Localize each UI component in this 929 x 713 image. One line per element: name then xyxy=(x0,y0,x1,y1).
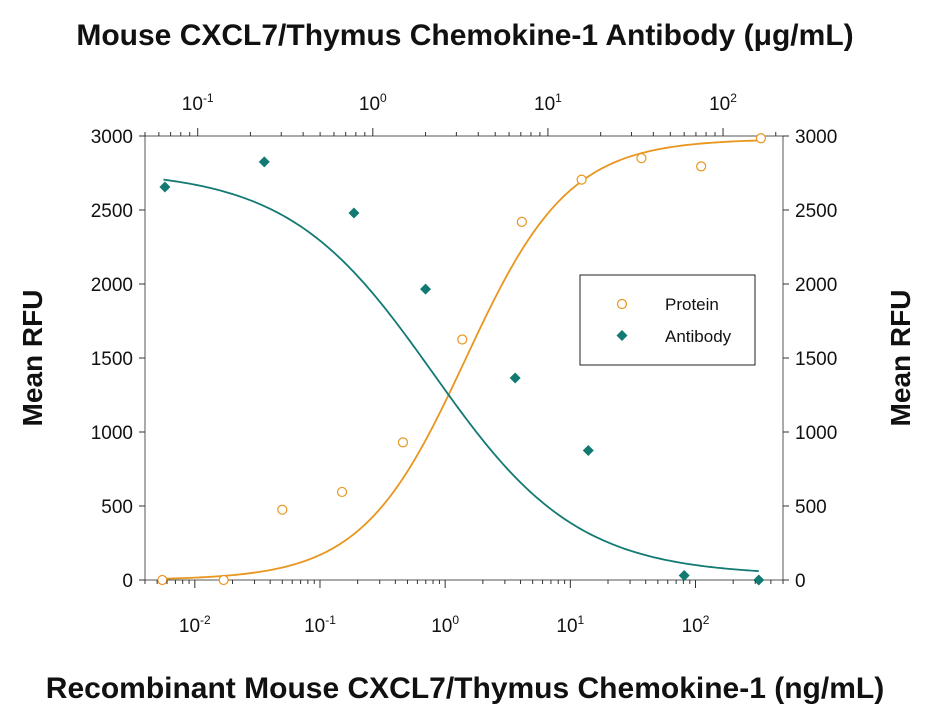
x-bottom-tick-label: 10-2 xyxy=(179,613,211,637)
x-top-tick-label: 10-1 xyxy=(182,91,214,115)
data-point-antibody xyxy=(258,156,270,168)
y-axis-label-right: Mean RFU xyxy=(885,290,916,427)
legend-box xyxy=(579,274,756,366)
x-axis-label: Recombinant Mouse CXCL7/Thymus Chemokine… xyxy=(46,672,884,705)
data-point-protein xyxy=(157,574,168,586)
data-point-protein xyxy=(457,334,468,345)
y-tick-right-label: 500 xyxy=(795,497,827,518)
x-bottom-tick-label: 101 xyxy=(556,613,584,637)
legend: Protein Antibody xyxy=(579,274,756,366)
data-point-protein xyxy=(277,504,288,515)
chart-top-title: Mouse CXCL7/Thymus Chemokine-1 Antibody … xyxy=(76,19,853,52)
x-bottom-tick-label: 102 xyxy=(682,613,710,637)
y-tick-right-label: 2500 xyxy=(795,201,837,222)
data-point-antibody xyxy=(420,283,432,295)
data-point-antibody xyxy=(678,570,690,582)
y-tick-left-label: 500 xyxy=(101,497,133,518)
data-point-antibody xyxy=(753,574,765,586)
data-point-protein xyxy=(576,174,587,185)
x-bottom-tick-label: 10-1 xyxy=(304,613,336,637)
legend-antibody-marker xyxy=(616,330,628,341)
y-tick-left-label: 2500 xyxy=(91,201,133,222)
y-tick-left-label: 3000 xyxy=(91,127,133,148)
data-point-protein xyxy=(516,216,527,227)
y-tick-left-label: 1000 xyxy=(91,423,133,444)
legend-protein-label: Protein xyxy=(665,295,719,314)
y-tick-right-label: 1000 xyxy=(795,423,837,444)
data-point-protein xyxy=(636,153,647,164)
legend-protein-marker xyxy=(616,298,628,310)
data-point-antibody xyxy=(348,207,360,219)
y-tick-left-label: 2000 xyxy=(91,275,133,296)
x-bottom-tick-label: 100 xyxy=(431,613,459,637)
data-point-protein xyxy=(336,486,348,498)
x-top-tick-label: 100 xyxy=(359,91,387,115)
y-tick-right-label: 0 xyxy=(795,571,806,592)
data-point-protein xyxy=(696,161,707,172)
data-points xyxy=(157,133,767,586)
data-point-protein xyxy=(218,574,229,586)
y-tick-left-label: 0 xyxy=(122,571,133,592)
y-tick-right-label: 2000 xyxy=(795,275,837,296)
y-tick-right-label: 3000 xyxy=(795,127,837,148)
y-tick-left-label: 1500 xyxy=(91,349,133,370)
data-point-protein xyxy=(397,437,409,448)
fit-curve-antibody xyxy=(163,178,759,573)
data-point-protein xyxy=(755,133,767,144)
data-point-antibody xyxy=(509,372,521,384)
fit-curves xyxy=(162,139,761,580)
y-tick-right-label: 1500 xyxy=(795,349,837,370)
data-point-antibody xyxy=(159,181,171,193)
legend-antibody-label: Antibody xyxy=(665,327,732,346)
x-top-tick-label: 102 xyxy=(709,91,737,115)
y-axis-label-left: Mean RFU xyxy=(17,290,48,427)
x-top-tick-label: 101 xyxy=(534,91,562,115)
fit-curve-protein xyxy=(162,139,761,580)
axis-ticks: 0 0 500 500 1000 1000 1500 1500 2000 2000 2500 2500… xyxy=(91,91,838,637)
data-point-antibody xyxy=(582,445,594,456)
